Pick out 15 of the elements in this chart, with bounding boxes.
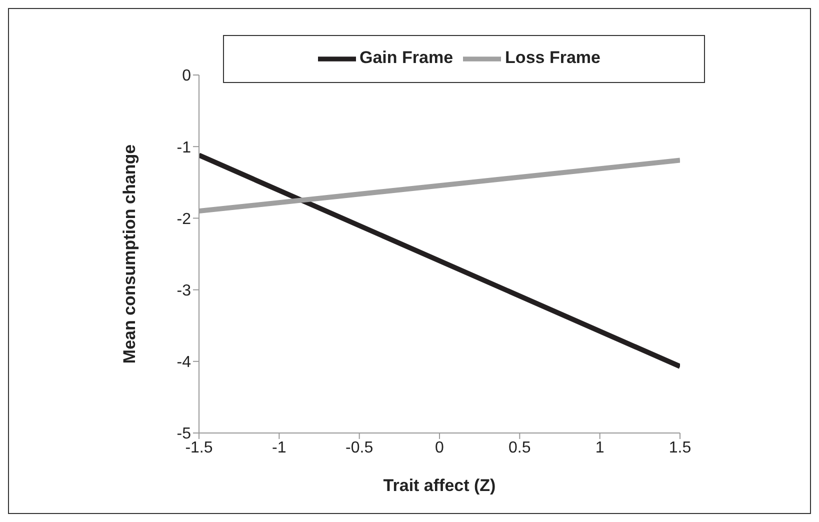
legend-label: Loss Frame bbox=[505, 48, 600, 68]
x-axis-title: Trait affect (Z) bbox=[383, 476, 496, 495]
x-tick-label: 0 bbox=[435, 439, 444, 456]
y-tick-label: 0 bbox=[182, 68, 192, 85]
y-tick-label: -1 bbox=[176, 139, 192, 156]
y-tick-label: -3 bbox=[176, 282, 192, 300]
x-tick-label: 0.5 bbox=[508, 439, 531, 456]
y-tick-label: -4 bbox=[176, 354, 192, 372]
legend-label: Gain Frame bbox=[360, 48, 454, 68]
x-tick-label: -0.5 bbox=[346, 439, 374, 456]
x-tick-label: 1.5 bbox=[668, 439, 692, 456]
x-tick-label: -1 bbox=[272, 439, 286, 456]
y-axis-title: Mean consumption change bbox=[120, 144, 140, 364]
y-tick-label: -2 bbox=[176, 210, 192, 228]
x-tick-label: 1 bbox=[595, 439, 604, 456]
